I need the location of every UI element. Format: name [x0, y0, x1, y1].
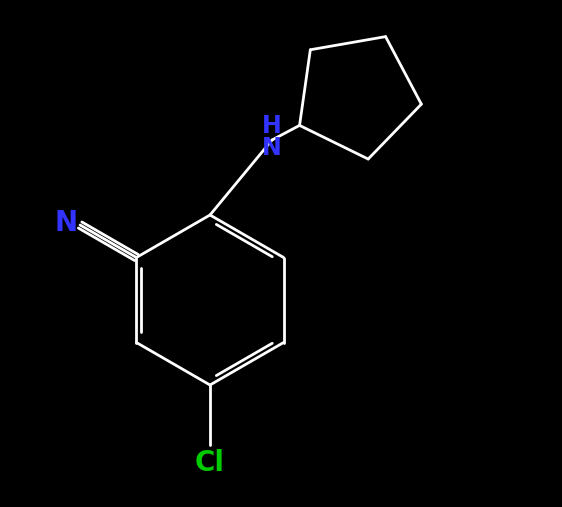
Text: H: H	[262, 114, 282, 138]
Text: N: N	[55, 209, 78, 237]
Text: Cl: Cl	[195, 449, 225, 477]
Text: N: N	[262, 136, 282, 160]
